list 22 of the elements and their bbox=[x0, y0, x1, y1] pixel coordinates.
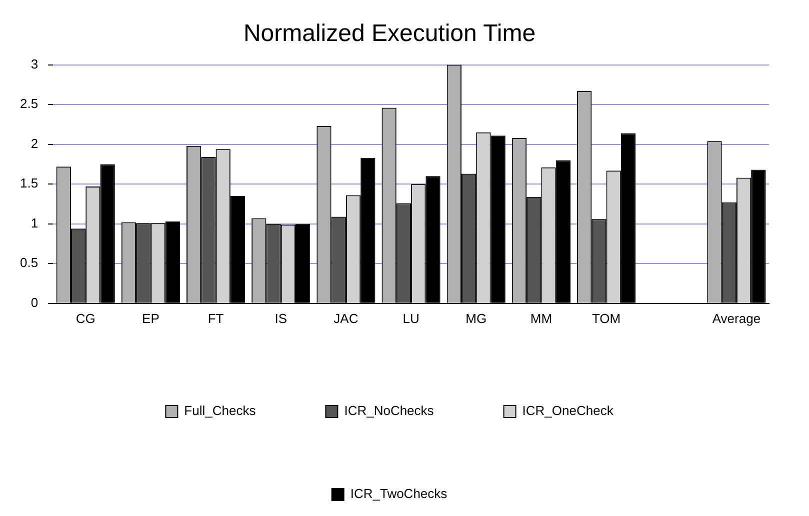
x-tick-label: MM bbox=[530, 310, 552, 326]
legend-label: Full_Checks bbox=[184, 403, 256, 418]
y-tick-label: 3 bbox=[30, 56, 38, 72]
y-tick-label: 2.5 bbox=[20, 96, 38, 112]
legend-label: ICR_TwoChecks bbox=[350, 486, 448, 502]
y-tick-label: 2 bbox=[30, 136, 38, 151]
x-tick-label: FT bbox=[208, 310, 224, 326]
chart-title: Normalized Execution Time bbox=[243, 20, 536, 48]
x-tick-label: EP bbox=[142, 310, 160, 326]
x-tick-label: JAC bbox=[334, 310, 358, 326]
x-tick-label: CG bbox=[76, 310, 96, 326]
legend-label: ICR_NoChecks bbox=[344, 403, 434, 418]
y-tick-label: 1.5 bbox=[20, 176, 38, 191]
x-tick-label: LU bbox=[402, 310, 420, 326]
x-tick-label: TOM bbox=[592, 310, 621, 326]
x-tick-label: IS bbox=[274, 310, 288, 326]
y-tick-label: 1 bbox=[30, 215, 38, 230]
x-tick-label: MG bbox=[466, 310, 487, 326]
x-tick-label: Average bbox=[712, 310, 761, 326]
y-tick-label: 0 bbox=[30, 294, 38, 310]
y-tick-label: 0.5 bbox=[20, 255, 38, 270]
legend-label: ICR_OneCheck bbox=[522, 403, 614, 418]
